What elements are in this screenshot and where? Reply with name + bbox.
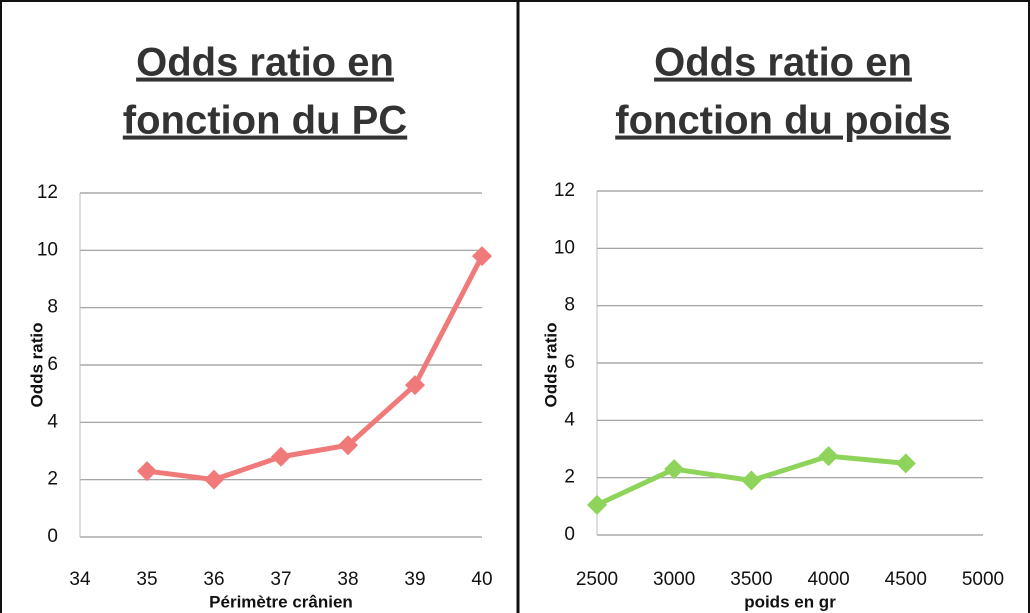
marker <box>472 246 492 267</box>
marker <box>741 470 762 491</box>
marker <box>664 459 685 480</box>
y-tick-label: 10 <box>554 237 575 258</box>
x-tick-label: 37 <box>270 569 291 590</box>
x-tick-label: 3500 <box>730 569 772 590</box>
x-tick-label: 4500 <box>885 569 927 590</box>
y-tick-label: 4 <box>47 411 58 432</box>
x-tick-label: 4000 <box>807 569 849 590</box>
marker <box>137 461 157 482</box>
x-tick-label: 38 <box>337 569 358 590</box>
y-tick-label: 4 <box>564 409 575 430</box>
x-tick-label: 40 <box>471 569 492 590</box>
y-tick-label: 0 <box>564 524 575 545</box>
chart-title: Odds ratio en <box>136 41 394 85</box>
marker <box>204 469 224 490</box>
x-tick-label: 5000 <box>962 569 1004 590</box>
series-line <box>146 254 485 483</box>
x-tick-label: 36 <box>203 569 224 590</box>
chart-title: fonction du PC <box>123 99 407 143</box>
marker <box>587 494 607 515</box>
y-tick-label: 2 <box>564 467 575 488</box>
x-tick-label: 2500 <box>576 569 618 590</box>
chart-title: fonction du poids <box>615 99 951 143</box>
y-tick-label: 6 <box>564 352 575 373</box>
chart-title: Odds ratio en <box>654 41 912 85</box>
y-tick-label: 2 <box>47 469 58 490</box>
marker <box>818 446 839 467</box>
y-tick-label: 10 <box>37 239 58 260</box>
y-tick-label: 12 <box>37 182 58 203</box>
marker <box>405 375 425 396</box>
x-tick-label: 34 <box>69 569 91 590</box>
y-tick-label: 8 <box>47 297 58 318</box>
x-tick-label: 35 <box>136 569 157 590</box>
marker <box>338 435 358 456</box>
y-tick-label: 0 <box>47 526 58 547</box>
x-tick-label: 39 <box>404 569 425 590</box>
x-tick-label: 3000 <box>653 569 695 590</box>
marker <box>271 446 291 467</box>
marker <box>895 453 916 474</box>
y-axis-label: Odds ratio <box>541 322 560 407</box>
x-axis-label: poids en gr <box>744 592 836 611</box>
y-tick-label: 6 <box>47 354 58 375</box>
y-tick-label: 12 <box>554 180 575 201</box>
y-axis-label: Odds ratio <box>27 322 46 407</box>
x-axis-label: Périmètre crânien <box>209 592 353 611</box>
y-tick-label: 8 <box>564 295 575 316</box>
